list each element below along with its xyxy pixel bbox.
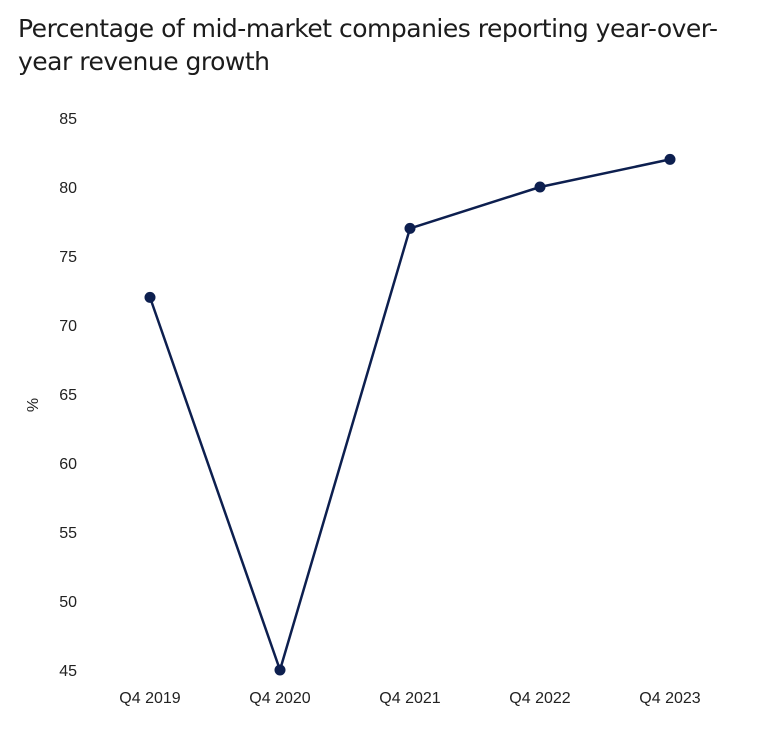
y-tick-label: 45 bbox=[59, 663, 77, 680]
x-axis-ticks: Q4 2019 Q4 2020 Q4 2021 Q4 2022 Q4 2023 bbox=[119, 690, 700, 707]
x-tick-label: Q4 2021 bbox=[379, 690, 440, 707]
x-tick-label: Q4 2022 bbox=[509, 690, 570, 707]
data-point bbox=[274, 664, 286, 676]
y-tick-label: 50 bbox=[59, 594, 77, 611]
y-tick-label: 75 bbox=[59, 249, 77, 266]
x-tick-label: Q4 2020 bbox=[249, 690, 310, 707]
y-tick-label: 70 bbox=[59, 318, 77, 335]
data-point bbox=[534, 181, 546, 193]
series-line bbox=[148, 158, 671, 672]
y-tick-label: 85 bbox=[59, 111, 77, 128]
y-tick-label: 60 bbox=[59, 456, 77, 473]
y-tick-label: 55 bbox=[59, 525, 77, 542]
data-point bbox=[664, 153, 676, 165]
x-tick-label: Q4 2019 bbox=[119, 690, 180, 707]
series-layer bbox=[144, 153, 676, 676]
y-tick-label: 65 bbox=[59, 387, 77, 404]
y-axis-label: % bbox=[25, 398, 42, 412]
y-axis-ticks: 85 80 75 70 65 60 55 50 45 bbox=[59, 111, 77, 680]
data-point bbox=[404, 222, 416, 234]
chart-title: Percentage of mid-market companies repor… bbox=[18, 14, 718, 76]
x-tick-label: Q4 2023 bbox=[639, 690, 700, 707]
y-tick-label: 80 bbox=[59, 180, 77, 197]
data-point bbox=[144, 291, 156, 303]
